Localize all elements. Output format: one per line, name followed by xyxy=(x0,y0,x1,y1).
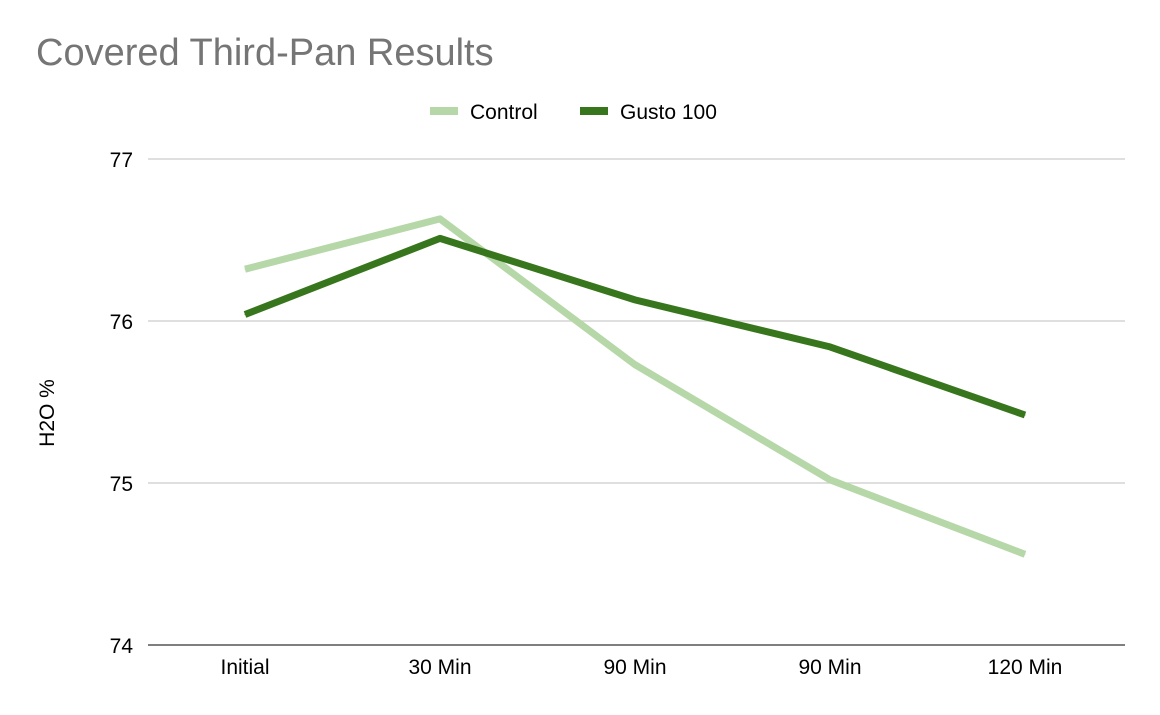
data-point xyxy=(244,268,246,270)
gridlines xyxy=(148,158,1125,646)
legend-swatch xyxy=(430,107,458,115)
x-tick-label: Initial xyxy=(220,656,269,679)
data-point xyxy=(1024,553,1026,555)
legend-label: Gusto 100 xyxy=(620,101,717,124)
x-axis-tick-labels: Initial 30 Min 90 Min 90 Min 120 Min xyxy=(220,656,1062,679)
legend-label: Control xyxy=(470,101,538,124)
y-axis-label: H2O % xyxy=(36,379,59,447)
data-point xyxy=(439,237,441,239)
x-tick-label: 90 Min xyxy=(603,656,666,679)
data-point xyxy=(634,299,636,301)
y-axis-tick-labels: 74 75 76 77 xyxy=(110,149,134,658)
y-tick-label: 76 xyxy=(110,311,133,334)
chart-title: Covered Third-Pan Results xyxy=(36,32,494,74)
data-point xyxy=(1024,414,1026,416)
y-tick-label: 75 xyxy=(110,473,133,496)
x-tick-label: 30 Min xyxy=(408,656,471,679)
legend-item-gusto-100[interactable]: Gusto 100 xyxy=(580,101,717,124)
data-point xyxy=(829,346,831,348)
y-tick-label: 77 xyxy=(110,149,133,172)
data-point xyxy=(244,314,246,316)
series-lines xyxy=(243,215,1027,558)
x-tick-label: 120 Min xyxy=(988,656,1063,679)
legend-item-control[interactable]: Control xyxy=(430,101,538,124)
y-tick-label: 74 xyxy=(110,635,134,658)
data-point xyxy=(634,364,636,366)
data-point xyxy=(439,218,441,220)
legend-swatch xyxy=(580,107,608,115)
x-tick-label: 90 Min xyxy=(798,656,861,679)
data-point xyxy=(829,479,831,481)
series-line-gusto-100 xyxy=(243,234,1027,419)
legend[interactable]: Control Gusto 100 xyxy=(430,101,717,124)
